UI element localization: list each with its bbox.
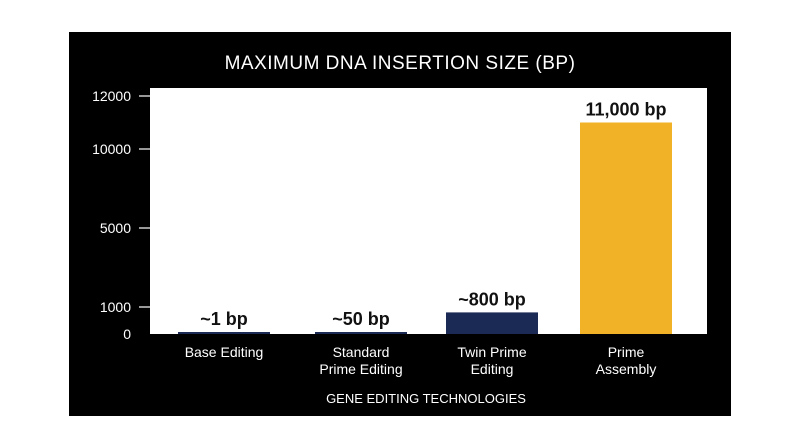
data-label: ~50 bp [332,309,390,329]
y-tick-label: 12000 [92,88,131,104]
x-tick-label: Prime Assembly [596,344,657,377]
x-tick-label: Twin Prime Editing [457,344,526,377]
data-label: ~1 bp [200,309,248,329]
y-tick-label: 10000 [92,141,131,157]
bars [178,122,672,334]
chart-frame: MAXIMUM DNA INSERTION SIZE (BP) 0 1000 500… [69,32,731,416]
bar [580,122,672,334]
y-tick-label: 1000 [100,299,131,315]
data-labels: ~1 bp ~50 bp ~800 bp 11,000 bp [200,100,666,330]
data-label: 11,000 bp [585,100,666,120]
bar [446,312,538,334]
y-tick-label: 5000 [100,220,131,236]
x-tick-label: Standard Prime Editing [319,344,402,377]
y-axis: 0 1000 5000 10000 12000 [92,88,150,342]
bar [178,332,270,334]
bar-chart: MAXIMUM DNA INSERTION SIZE (BP) 0 1000 500… [92,53,707,406]
x-axis-title: GENE EDITING TECHNOLOGIES [326,391,526,406]
chart-title: MAXIMUM DNA INSERTION SIZE (BP) [225,53,576,74]
bar [315,332,407,334]
x-axis: Base Editing Standard Prime Editing Twin Pr… [185,344,657,377]
y-tick-label: 0 [123,326,131,342]
x-tick-label: Base Editing [185,344,264,360]
data-label: ~800 bp [458,289,526,309]
